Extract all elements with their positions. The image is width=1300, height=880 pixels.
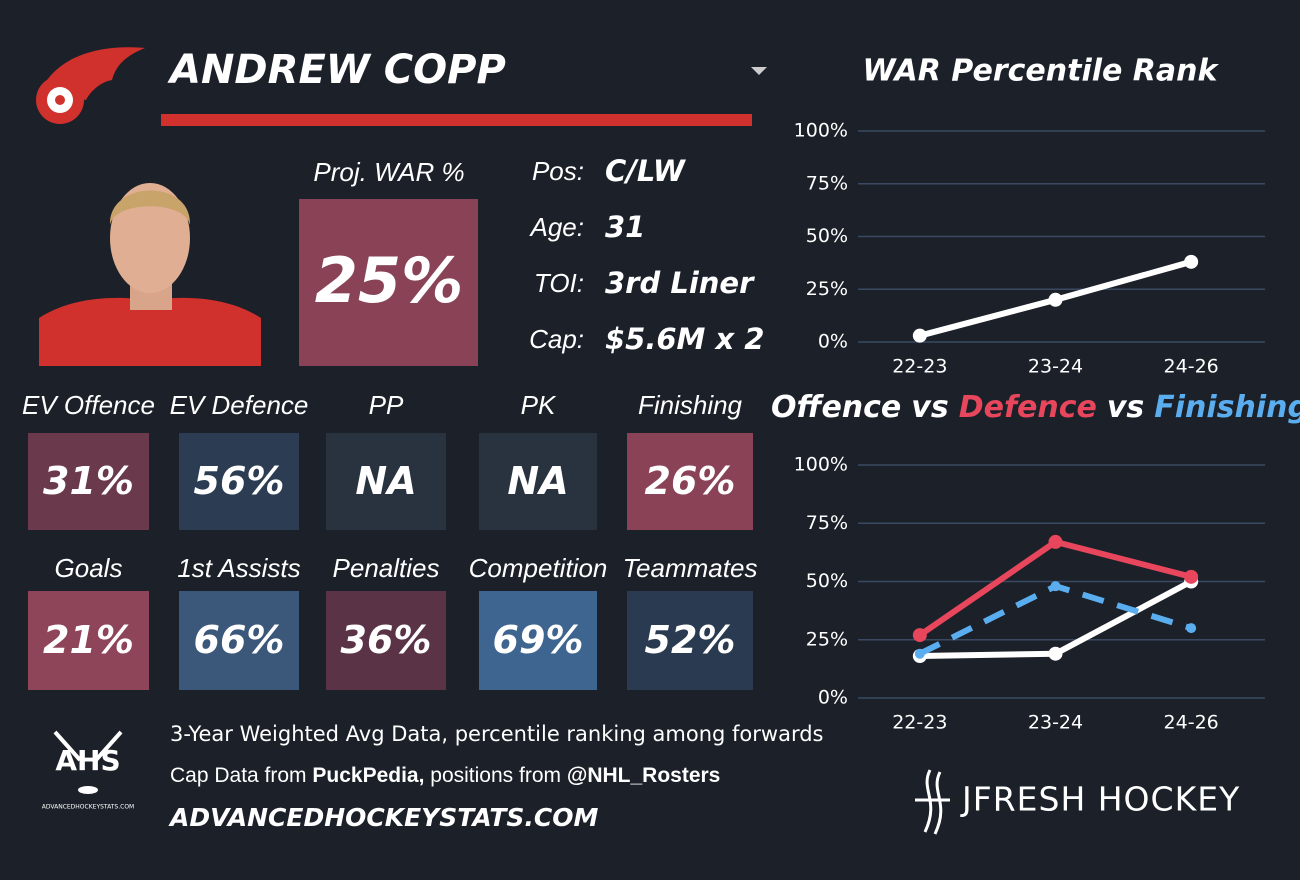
title-joiner: vs (911, 390, 948, 425)
point (914, 648, 925, 659)
x-tick-label: 22-23 (892, 356, 947, 378)
ahs-logo-sub: ADVANCEDHOCKEYSTATS.COM (42, 804, 134, 811)
point (912, 328, 927, 343)
tile-label: Competition (469, 553, 608, 583)
proj-war-box (299, 199, 478, 366)
x-tick-label: 23-24 (1028, 712, 1083, 734)
y-tick-label: 25% (806, 628, 848, 650)
info-label: Pos: (532, 156, 584, 186)
tile-label: EV Offence (22, 390, 155, 420)
tile-value: 31% (43, 459, 134, 503)
point (1186, 623, 1197, 634)
ahs-logo (53, 730, 123, 794)
tile (326, 591, 446, 690)
footer-text-part: @NHL_Rosters (567, 764, 721, 787)
point (1048, 292, 1063, 307)
proj-war-value: 25% (315, 244, 463, 317)
tile-value: 52% (645, 618, 736, 662)
tile-label: 1st Assists (177, 553, 300, 583)
y-tick-label: 75% (806, 512, 848, 534)
footer-text-part: Cap Data from (170, 764, 312, 787)
tile (28, 591, 149, 690)
ahs-logo-text: AHS (55, 744, 120, 777)
info-value: C/LW (605, 154, 687, 188)
info-value: 31 (605, 210, 645, 244)
footer-text-part: positions from (424, 764, 566, 787)
y-tick-label: 100% (794, 454, 848, 476)
proj-war-label: Proj. WAR % (313, 157, 464, 187)
point (1050, 581, 1061, 592)
team-logo (36, 47, 145, 124)
tile-label: Teammates (623, 553, 758, 583)
info-label: Age: (529, 212, 585, 242)
footer-line2: Cap Data from PuckPedia, positions from … (170, 764, 720, 787)
tile-value: NA (507, 459, 568, 503)
tile (179, 591, 299, 690)
legend-entry: Defence (959, 390, 1097, 425)
tile-label: PK (521, 390, 557, 420)
tile-value: 56% (194, 459, 285, 503)
tile-label: Goals (55, 553, 123, 583)
footer-site: ADVANCEDHOCKEYSTATS.COM (168, 803, 599, 832)
point (912, 628, 927, 643)
chart-title: WAR Percentile Rank (863, 54, 1220, 89)
footer-line1: 3-Year Weighted Avg Data, percentile ran… (170, 722, 824, 746)
tile-value: NA (355, 459, 416, 503)
tile (479, 591, 597, 690)
tile-value: 21% (43, 618, 134, 662)
jfresh-logo (915, 769, 950, 835)
y-tick-label: 0% (818, 331, 848, 353)
tile-value: 69% (493, 618, 584, 662)
tile-label: Penalties (333, 553, 440, 583)
y-tick-label: 25% (806, 278, 848, 300)
y-tick-label: 100% (794, 120, 848, 142)
info-label: TOI: (534, 268, 584, 298)
y-tick-label: 75% (806, 172, 848, 194)
name-underline (161, 114, 752, 126)
x-tick-label: 23-24 (1028, 356, 1083, 378)
brand: JFRESH HOCKEY (960, 780, 1240, 819)
point (1048, 534, 1063, 549)
dropdown-arrow[interactable] (751, 67, 767, 75)
tile (479, 433, 597, 530)
tile (28, 433, 149, 530)
x-tick-label: 22-23 (892, 712, 947, 734)
x-tick-label: 24-26 (1164, 712, 1219, 734)
tile (627, 433, 753, 530)
player-photo (39, 160, 261, 366)
tile-label: Finishing (638, 390, 743, 420)
y-tick-label: 50% (806, 225, 848, 247)
tile (627, 591, 753, 690)
footer-text-part: PuckPedia, (312, 764, 424, 787)
point (1184, 569, 1199, 584)
x-tick-label: 24-26 (1164, 356, 1219, 378)
info-value: $5.6M x 2 (605, 322, 765, 356)
tile-value: 66% (194, 618, 285, 662)
info-value: 3rd Liner (605, 266, 755, 300)
tile-label: EV Defence (170, 390, 309, 420)
tile-value: 26% (645, 459, 736, 503)
point (1184, 254, 1199, 269)
tile-value: 36% (341, 618, 432, 662)
tile (179, 433, 299, 530)
tile-label: PP (369, 390, 404, 420)
player-name: ANDREW COPP (167, 47, 506, 93)
info-label: Cap: (529, 324, 584, 354)
legend-entry: Offence (771, 390, 901, 425)
tile (326, 433, 446, 530)
point (1048, 646, 1063, 661)
legend-entry: Finishing (1154, 390, 1300, 425)
chart-title: Offence vs Defence vs Finishing (771, 390, 1300, 425)
y-tick-label: 50% (806, 570, 848, 592)
title-joiner: vs (1107, 390, 1144, 425)
y-tick-label: 0% (818, 687, 848, 709)
